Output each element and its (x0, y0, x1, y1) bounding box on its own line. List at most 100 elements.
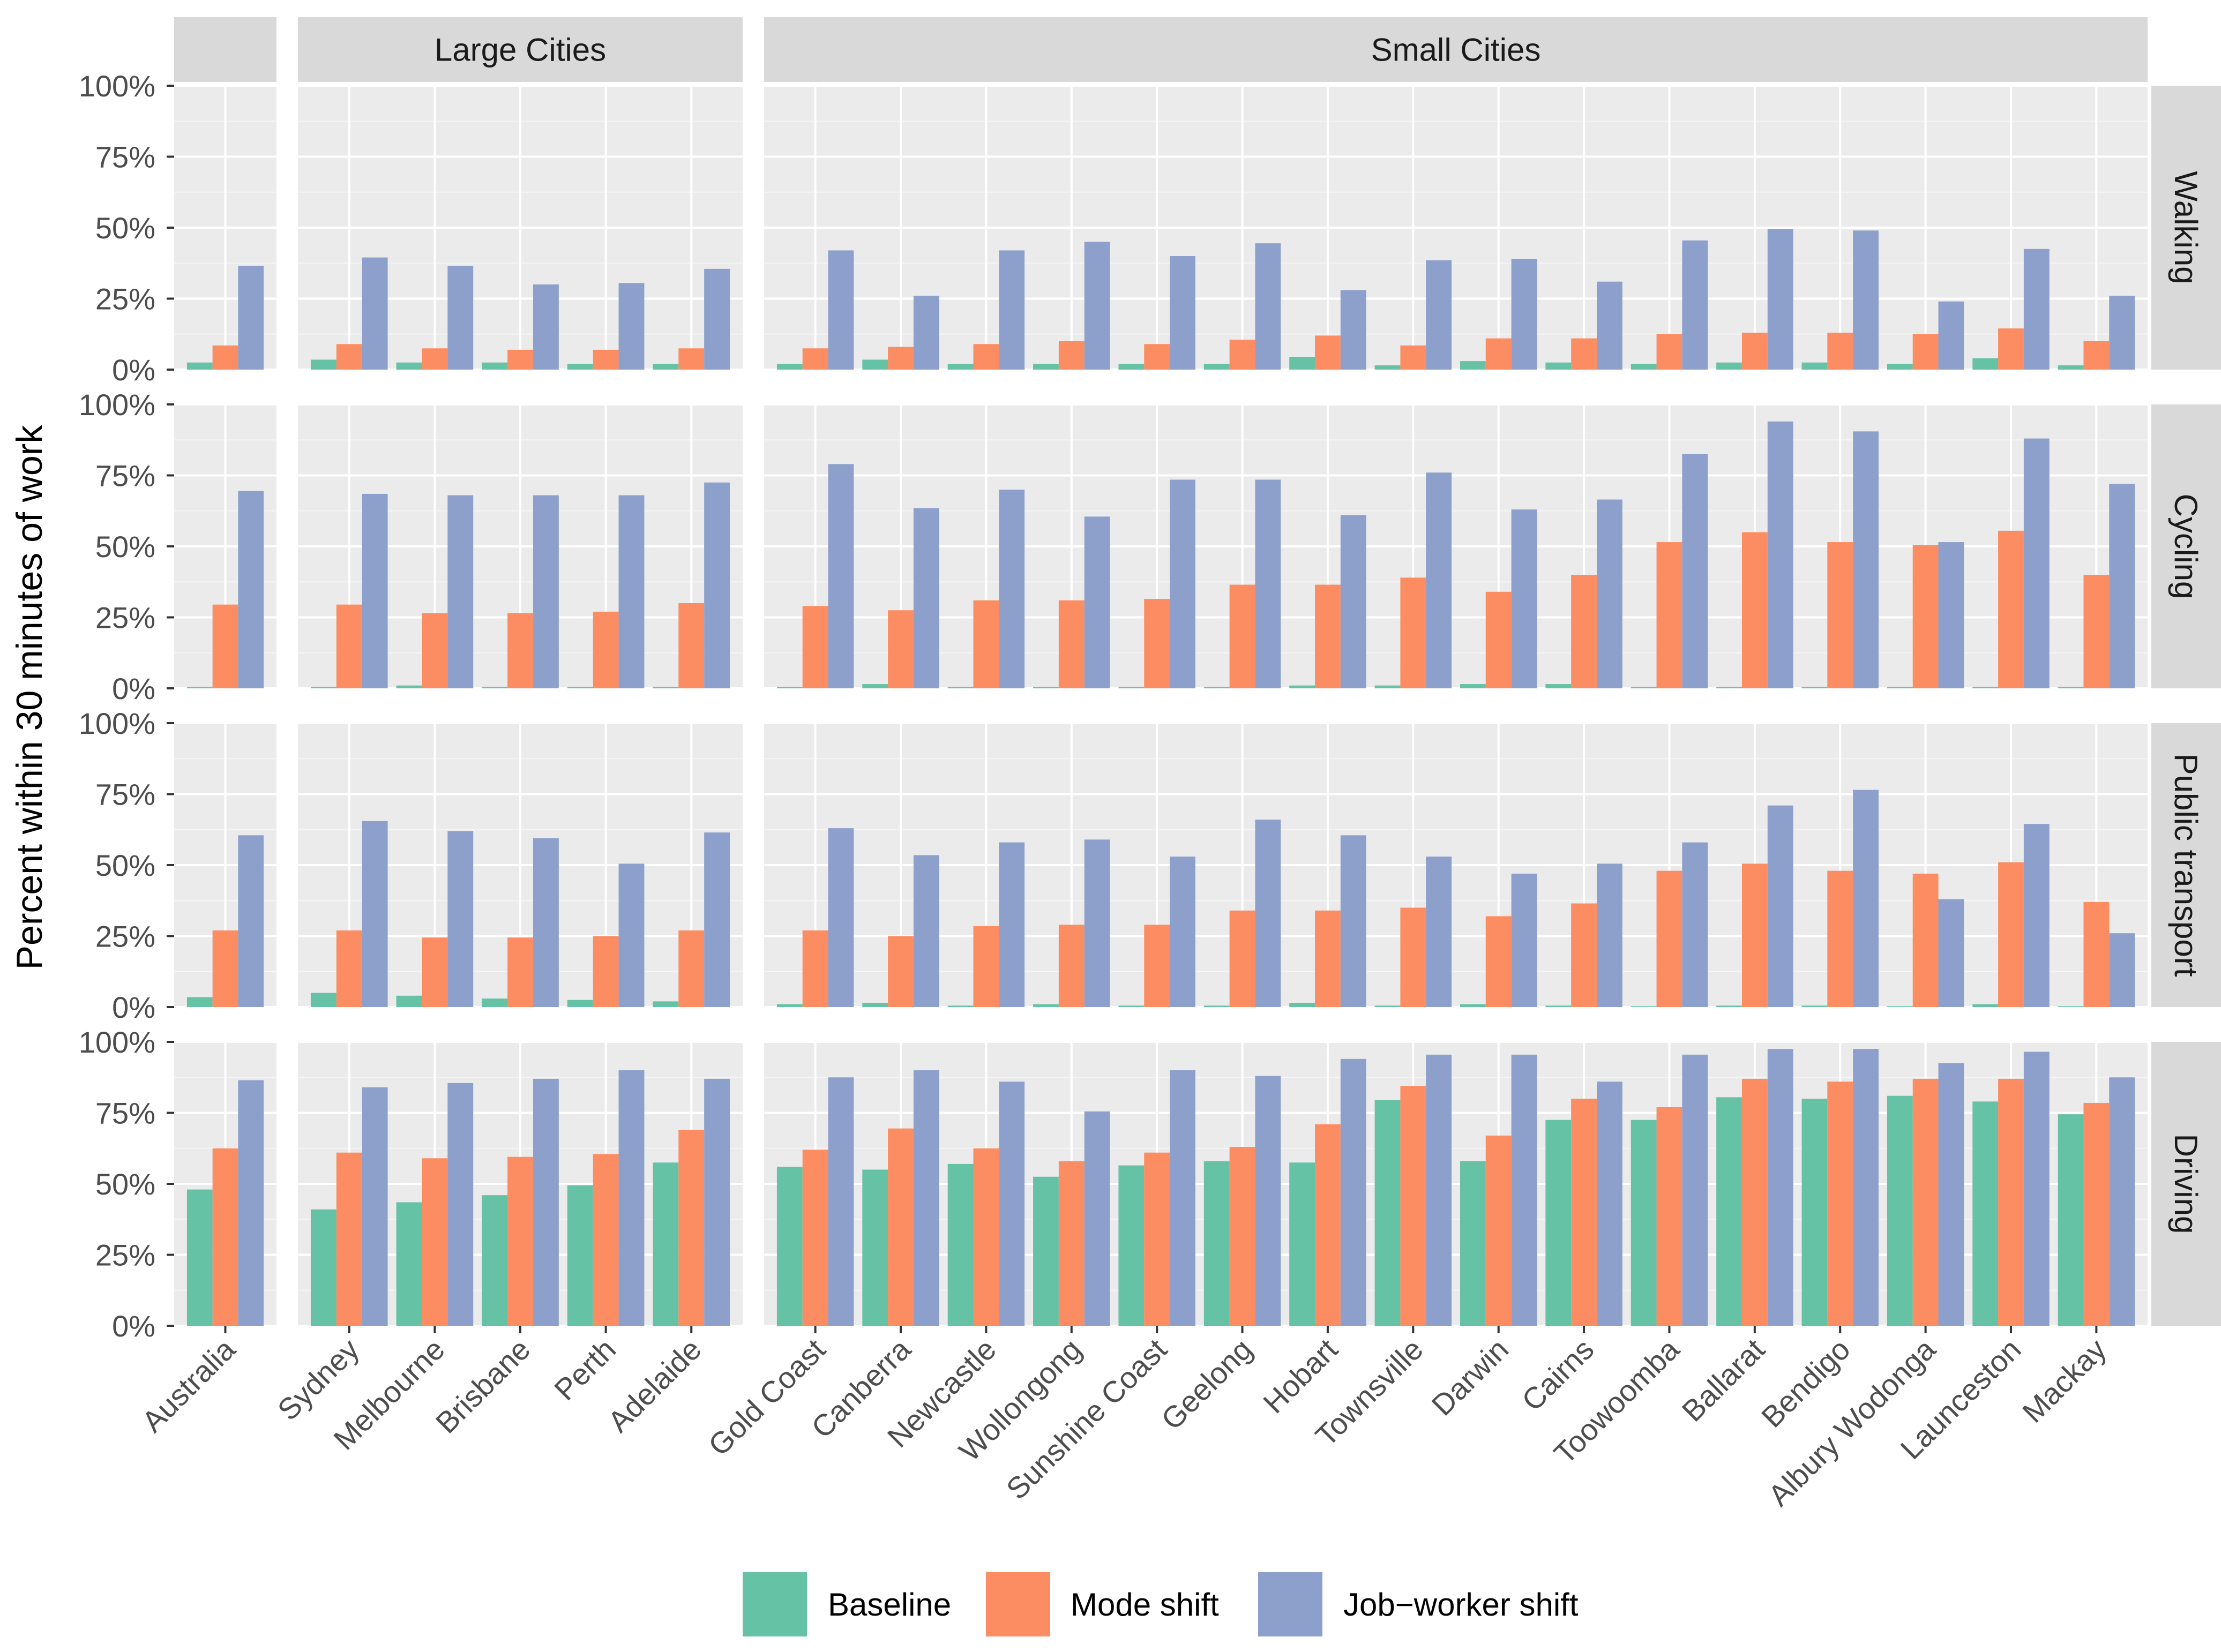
bar-walking-toowoomba-mode-shift (1656, 334, 1682, 370)
bar-walking-newcastle-job-worker-shift (999, 250, 1025, 370)
bar-walking-newcastle-mode-shift (973, 344, 999, 370)
bar-driving-wollongong-job-worker-shift (1084, 1111, 1110, 1326)
bar-public-transport-toowoomba-job-worker-shift (1682, 842, 1708, 1007)
bar-driving-melbourne-baseline (396, 1202, 422, 1326)
bar-cycling-brisbane-job-worker-shift (533, 495, 559, 688)
bar-walking-gold-coast-job-worker-shift (828, 250, 854, 370)
bar-walking-cairns-baseline (1545, 362, 1572, 370)
bar-public-transport-ballarat-baseline (1716, 1005, 1742, 1007)
bar-driving-perth-job-worker-shift (618, 1070, 645, 1326)
bar-public-transport-albury-wodonga-job-worker-shift (1938, 899, 1964, 1007)
bar-driving-ballarat-baseline (1716, 1097, 1742, 1326)
bar-cycling-ballarat-mode-shift (1741, 532, 1768, 688)
bar-cycling-toowoomba-mode-shift (1656, 542, 1682, 688)
bar-public-transport-darwin-baseline (1460, 1004, 1486, 1007)
bar-driving-hobart-job-worker-shift (1340, 1058, 1366, 1326)
bar-public-transport-toowoomba-mode-shift (1656, 870, 1682, 1007)
bar-walking-townsville-mode-shift (1400, 345, 1426, 370)
x-tick-label-adelaide: Adelaide (601, 1332, 708, 1439)
bar-walking-hobart-job-worker-shift (1340, 290, 1366, 370)
bar-driving-cairns-mode-shift (1571, 1099, 1597, 1326)
bar-public-transport-ballarat-mode-shift (1741, 863, 1768, 1007)
bar-public-transport-cairns-job-worker-shift (1596, 863, 1622, 1007)
bar-walking-adelaide-baseline (653, 364, 679, 370)
y-tick-label: 75% (95, 459, 155, 493)
bar-cycling-ballarat-baseline (1716, 687, 1742, 688)
bar-driving-bendigo-baseline (1801, 1099, 1828, 1326)
bar-walking-sydney-baseline (310, 359, 336, 370)
x-tick-label-australia: Australia (135, 1332, 242, 1438)
bar-driving-hobart-mode-shift (1315, 1124, 1341, 1326)
bar-driving-sydney-job-worker-shift (362, 1087, 388, 1326)
bar-public-transport-gold-coast-mode-shift (802, 930, 828, 1007)
bar-cycling-wollongong-mode-shift (1058, 600, 1085, 688)
bar-cycling-hobart-mode-shift (1315, 584, 1341, 688)
bar-driving-sunshine-coast-baseline (1118, 1165, 1145, 1326)
bar-cycling-bendigo-baseline (1801, 687, 1828, 688)
bar-cycling-mackay-job-worker-shift (2109, 484, 2135, 688)
bar-public-transport-perth-baseline (567, 1000, 593, 1007)
bar-public-transport-adelaide-mode-shift (678, 930, 705, 1007)
bar-cycling-mackay-baseline (2058, 687, 2084, 688)
bar-public-transport-wollongong-mode-shift (1058, 925, 1085, 1007)
bar-driving-hobart-baseline (1289, 1162, 1315, 1326)
bar-public-transport-wollongong-job-worker-shift (1084, 839, 1110, 1007)
bar-walking-cairns-job-worker-shift (1596, 281, 1622, 370)
row-strip-public-transport (2151, 723, 2221, 1007)
y-tick-label: 50% (95, 211, 155, 245)
row-strip-label: Public transport (2168, 754, 2204, 977)
bar-cycling-gold-coast-job-worker-shift (828, 464, 854, 688)
bar-driving-wollongong-mode-shift (1058, 1161, 1085, 1326)
bar-public-transport-mackay-mode-shift (2083, 902, 2110, 1007)
bar-public-transport-launceston-job-worker-shift (2023, 824, 2050, 1007)
legend-label-job-worker-shift: Job−worker shift (1343, 1587, 1579, 1623)
bar-walking-townsville-job-worker-shift (1426, 260, 1452, 370)
bar-walking-hobart-mode-shift (1315, 335, 1341, 370)
bar-public-transport-bendigo-baseline (1801, 1005, 1828, 1007)
bar-public-transport-perth-mode-shift (593, 936, 619, 1007)
bar-walking-melbourne-baseline (396, 362, 422, 370)
bar-public-transport-sydney-mode-shift (336, 930, 362, 1007)
bar-cycling-geelong-job-worker-shift (1255, 479, 1281, 688)
bar-walking-mackay-baseline (2058, 365, 2084, 370)
y-tick-label: 0% (112, 353, 155, 387)
bar-driving-newcastle-job-worker-shift (999, 1082, 1025, 1326)
bar-driving-darwin-baseline (1460, 1161, 1486, 1326)
bar-driving-sydney-baseline (310, 1209, 336, 1326)
bar-cycling-geelong-mode-shift (1229, 584, 1255, 688)
row-strip-label: Cycling (2168, 494, 2204, 599)
row-strip-label: Driving (2168, 1134, 2204, 1234)
y-tick-label: 75% (95, 1097, 155, 1130)
bar-walking-canberra-baseline (862, 359, 888, 370)
y-axis-title: Percent within 30 minutes of work (9, 425, 50, 970)
bar-public-transport-bendigo-mode-shift (1827, 870, 1853, 1007)
bar-cycling-gold-coast-baseline (776, 687, 803, 688)
bar-cycling-newcastle-job-worker-shift (999, 490, 1025, 688)
bar-driving-townsville-baseline (1374, 1100, 1401, 1326)
bar-public-transport-newcastle-job-worker-shift (999, 842, 1025, 1007)
bar-walking-melbourne-job-worker-shift (447, 266, 474, 370)
bar-cycling-darwin-mode-shift (1485, 591, 1512, 688)
bar-walking-australia-baseline (186, 362, 213, 370)
bar-walking-launceston-baseline (1972, 358, 1999, 370)
bar-driving-launceston-baseline (1972, 1101, 1999, 1326)
bar-public-transport-sydney-job-worker-shift (362, 821, 388, 1007)
bar-public-transport-brisbane-baseline (482, 998, 508, 1007)
bar-public-transport-canberra-baseline (862, 1003, 888, 1007)
y-tick-label: 25% (95, 920, 155, 953)
column-strip-large-cities (298, 17, 743, 82)
bar-public-transport-townsville-job-worker-shift (1426, 857, 1452, 1007)
bar-cycling-adelaide-mode-shift (678, 603, 705, 688)
bar-public-transport-newcastle-baseline (947, 1005, 974, 1007)
bar-public-transport-darwin-job-worker-shift (1511, 873, 1537, 1007)
bar-public-transport-melbourne-baseline (396, 995, 422, 1007)
bar-cycling-darwin-baseline (1460, 684, 1486, 688)
bar-public-transport-sunshine-coast-job-worker-shift (1170, 857, 1195, 1007)
bar-driving-melbourne-job-worker-shift (447, 1083, 474, 1326)
bar-cycling-wollongong-baseline (1033, 687, 1059, 688)
bar-walking-bendigo-baseline (1801, 362, 1828, 370)
bar-cycling-albury-wodonga-job-worker-shift (1938, 542, 1964, 688)
bar-walking-bendigo-job-worker-shift (1853, 230, 1879, 370)
bar-walking-bendigo-mode-shift (1827, 333, 1853, 370)
